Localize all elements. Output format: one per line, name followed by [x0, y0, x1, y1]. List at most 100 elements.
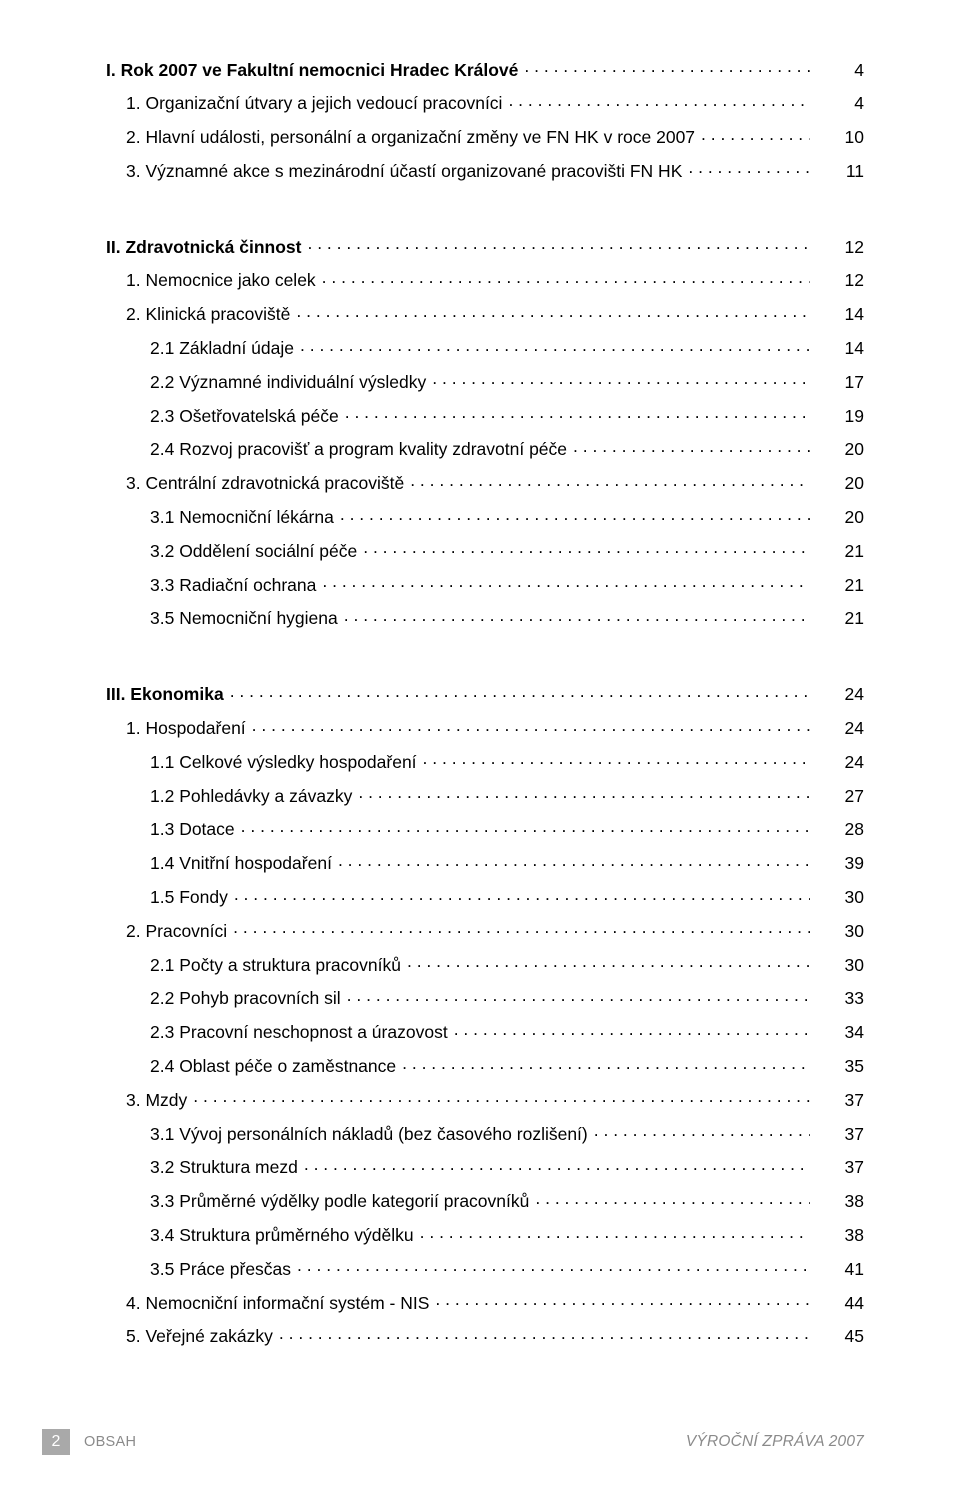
toc-label: 3.4 Struktura průměrného výdělku	[150, 1227, 420, 1245]
toc-page-number: 17	[810, 374, 864, 392]
toc-leader-dots	[344, 607, 810, 625]
toc-label: 2. Klinická pracoviště	[126, 306, 296, 324]
toc-page-number: 11	[810, 163, 864, 181]
toc-row: 1.2 Pohledávky a závazky27	[106, 784, 864, 805]
toc-leader-dots	[701, 126, 810, 144]
toc-row: II. Zdravotnická činnost12	[106, 235, 864, 256]
toc-leader-dots	[230, 683, 810, 701]
toc-page-number: 24	[810, 686, 864, 704]
toc-label: 5. Veřejné zakázky	[126, 1328, 279, 1346]
toc-row: 2.2 Pohyb pracovních sil33	[106, 987, 864, 1008]
toc-leader-dots	[358, 784, 810, 802]
toc-row: 3.5 Nemocniční hygiena 21	[106, 607, 864, 628]
toc-label: 3. Centrální zdravotnická pracoviště	[126, 475, 410, 493]
toc-page-number: 21	[810, 577, 864, 595]
toc-row: 1. Organizační útvary a jejich vedoucí p…	[106, 92, 864, 113]
footer-document-title: VÝROČNÍ ZPRÁVA 2007	[686, 1433, 864, 1451]
toc-row: 2. Pracovníci 30	[106, 919, 864, 940]
toc-page-number: 14	[810, 306, 864, 324]
toc-page-number: 12	[810, 272, 864, 290]
toc-label: 2.2 Významné individuální výsledky	[150, 374, 432, 392]
toc-page-number: 30	[810, 923, 864, 941]
toc-leader-dots	[423, 750, 810, 768]
toc-leader-dots	[297, 1257, 810, 1275]
toc-page-number: 20	[810, 509, 864, 527]
toc-row: 1.4 Vnitřní hospodaření39	[106, 852, 864, 873]
toc-page-number: 14	[810, 340, 864, 358]
table-of-contents: I. Rok 2007 ve Fakultní nemocnici Hradec…	[106, 58, 864, 1346]
toc-leader-dots	[407, 953, 810, 971]
toc-row: 1. Nemocnice jako celek12	[106, 269, 864, 290]
toc-row: III. Ekonomika24	[106, 683, 864, 704]
toc-page-number: 30	[810, 889, 864, 907]
toc-label: 4. Nemocniční informační systém - NIS	[126, 1295, 435, 1313]
toc-leader-dots	[322, 573, 810, 591]
toc-row: 2. Klinická pracoviště 14	[106, 303, 864, 324]
page-number-badge: 2	[42, 1429, 70, 1455]
toc-page-number: 41	[810, 1261, 864, 1279]
toc-label: 1. Organizační útvary a jejich vedoucí p…	[126, 95, 508, 113]
toc-page-number: 35	[810, 1058, 864, 1076]
toc-label: 3.2 Oddělení sociální péče	[150, 543, 363, 561]
toc-row: 2.2 Významné individuální výsledky 17	[106, 370, 864, 391]
toc-label: 3.2 Struktura mezd	[150, 1159, 304, 1177]
toc-label: 3.1 Vývoj personálních nákladů (bez časo…	[150, 1126, 594, 1144]
toc-label: 2. Pracovníci	[126, 923, 233, 941]
toc-leader-dots	[508, 92, 810, 110]
toc-page-number: 44	[810, 1295, 864, 1313]
toc-page-number: 19	[810, 408, 864, 426]
toc-label: 3.5 Nemocniční hygiena	[150, 610, 344, 628]
toc-leader-dots	[279, 1325, 810, 1343]
toc-page-number: 12	[810, 239, 864, 257]
toc-label: 2.1 Základní údaje	[150, 340, 300, 358]
toc-label: 2.1 Počty a struktura pracovníků	[150, 957, 407, 975]
toc-row: 3.3 Průměrné výdělky podle kategorií pra…	[106, 1190, 864, 1211]
toc-row: 3.1 Vývoj personálních nákladů (bez časo…	[106, 1122, 864, 1143]
toc-label: 3.1 Nemocniční lékárna	[150, 509, 340, 527]
toc-leader-dots	[535, 1190, 810, 1208]
toc-row: 3.1 Nemocniční lékárna 20	[106, 506, 864, 527]
toc-row: 3. Mzdy37	[106, 1088, 864, 1109]
toc-leader-dots	[402, 1055, 810, 1073]
toc-row: 1. Hospodaření24	[106, 717, 864, 738]
toc-label: 1.4 Vnitřní hospodaření	[150, 855, 338, 873]
toc-label: 1.3 Dotace	[150, 821, 241, 839]
toc-page-number: 33	[810, 990, 864, 1008]
toc-page-number: 38	[810, 1227, 864, 1245]
toc-label: 3.5 Práce přesčas	[150, 1261, 297, 1279]
toc-row: 3. Centrální zdravotnická pracoviště 20	[106, 472, 864, 493]
toc-page-number: 38	[810, 1193, 864, 1211]
toc-label: I. Rok 2007 ve Fakultní nemocnici Hradec…	[106, 62, 524, 80]
toc-row: 3. Významné akce s mezinárodní účastí or…	[106, 159, 864, 180]
page-footer: 2 OBSAH VÝROČNÍ ZPRÁVA 2007	[0, 1425, 960, 1459]
toc-page-number: 37	[810, 1092, 864, 1110]
toc-label: 3. Významné akce s mezinárodní účastí or…	[126, 163, 688, 181]
toc-leader-dots	[410, 472, 810, 490]
toc-leader-dots	[345, 404, 810, 422]
toc-label: 2.3 Pracovní neschopnost a úrazovost	[150, 1024, 454, 1042]
toc-page-number: 4	[810, 95, 864, 113]
toc-leader-dots	[347, 987, 810, 1005]
toc-page-number: 24	[810, 754, 864, 772]
toc-leader-dots	[573, 438, 810, 456]
toc-label: 2.4 Oblast péče o zaměstnance	[150, 1058, 402, 1076]
toc-page-number: 34	[810, 1024, 864, 1042]
toc-leader-dots	[340, 506, 810, 524]
toc-row: 2.4 Rozvoj pracovišť a program kvality z…	[106, 438, 864, 459]
toc-page-number: 20	[810, 441, 864, 459]
toc-page-number: 20	[810, 475, 864, 493]
toc-row: 5. Veřejné zakázky45	[106, 1325, 864, 1346]
toc-row: 2.3 Ošetřovatelská péče19	[106, 404, 864, 425]
toc-leader-dots	[307, 235, 810, 253]
toc-row: I. Rok 2007 ve Fakultní nemocnici Hradec…	[106, 58, 864, 79]
toc-leader-dots	[338, 852, 810, 870]
toc-leader-dots	[193, 1088, 810, 1106]
toc-page-number: 21	[810, 610, 864, 628]
toc-leader-dots	[300, 337, 810, 355]
toc-leader-dots	[454, 1021, 810, 1039]
toc-row: 3.2 Oddělení sociální péče21	[106, 539, 864, 560]
toc-label: 1. Hospodaření	[126, 720, 252, 738]
toc-page-number: 37	[810, 1159, 864, 1177]
toc-row: 1.3 Dotace28	[106, 818, 864, 839]
toc-leader-dots	[252, 717, 810, 735]
